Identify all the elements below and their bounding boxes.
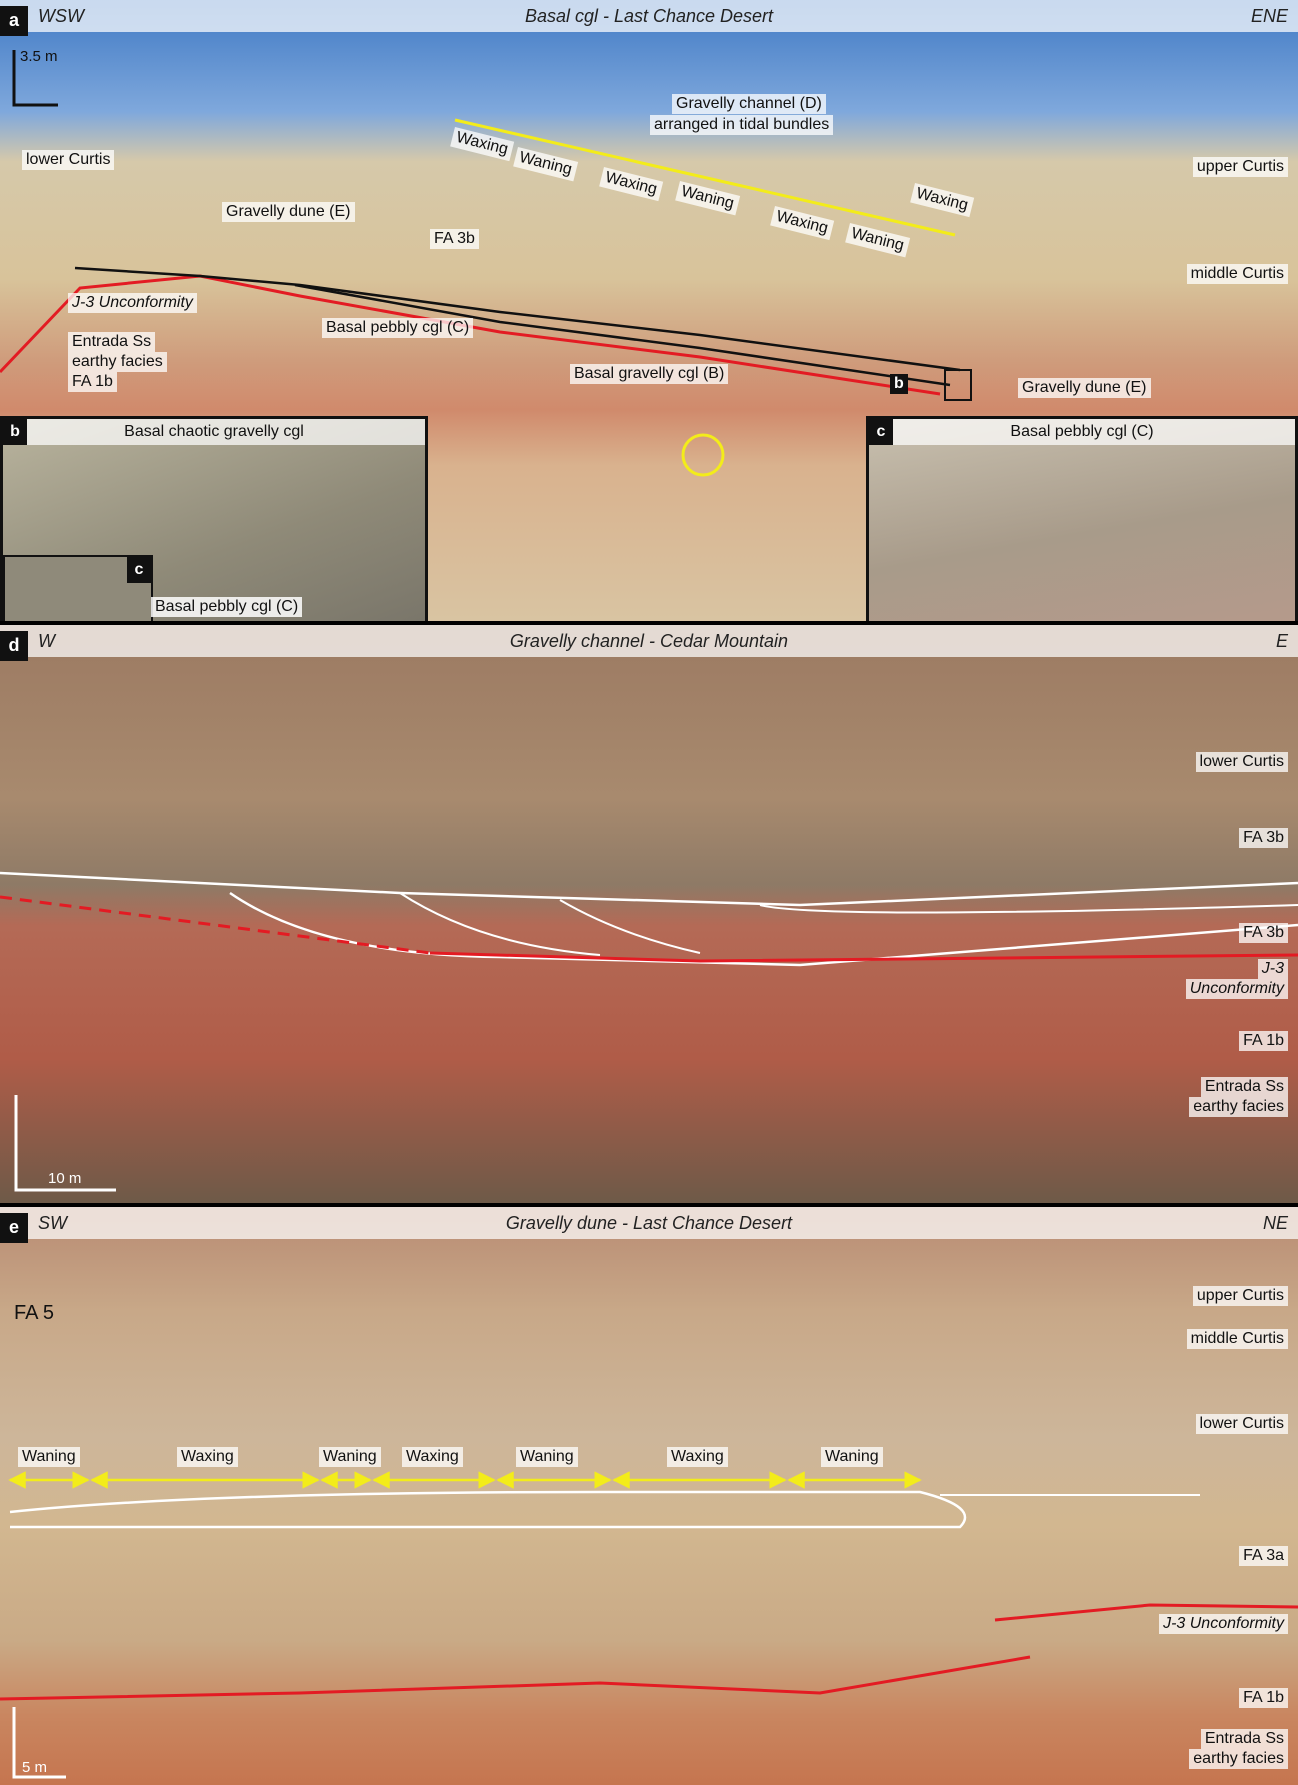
direction: ENE [1250,6,1288,26]
tidal-label: Waning [516,1447,578,1467]
inset-b: Basal chaotic gravelly cgl b c Basal peb… [0,416,428,621]
scale-label: 5 m [22,1759,48,1776]
panel-header: d W Gravelly channel - Cedar Mountain E [0,625,1298,661]
label: J-3 Unconformity [1159,1614,1288,1634]
direction: E [1275,631,1288,651]
label: upper Curtis [1192,157,1288,177]
label: Basal pebbly cgl (C) [322,318,474,338]
label: Basal gravelly cgl (B) [570,364,729,384]
label: FA 5 [14,1302,55,1324]
label: Unconformity [1185,979,1288,999]
panel-header: e SW Gravelly dune - Last Chance Desert … [0,1207,1298,1243]
panel-title: Gravelly dune - Last Chance Desert [505,1213,793,1233]
panel-letter: d [0,631,28,661]
label: Gravelly channel (D) [672,94,826,114]
label: earthy facies [68,352,167,372]
label: middle Curtis [1186,1329,1288,1349]
inset-letter: c [869,419,893,445]
label: Gravelly dune (E) [222,202,355,222]
label: earthy facies [1189,1097,1288,1117]
panel-letter: e [0,1213,28,1243]
direction: W [38,631,55,651]
label: Gravelly dune (E) [1018,378,1151,398]
tidal-label: Waxing [177,1447,238,1467]
label: Entrada Ss [68,332,156,352]
annotation-lines [0,1471,1298,1779]
label: FA 1b [1239,1031,1288,1051]
tidal-label: Waxing [667,1447,728,1467]
label: lower Curtis [1195,752,1288,772]
annotation-lines [0,50,972,477]
panel-letter: a [0,6,28,36]
label: FA 3a [1239,1546,1288,1566]
label: upper Curtis [1192,1286,1288,1306]
scale-label: 10 m [48,1170,82,1187]
sub-inset: c [3,555,153,621]
inset-title: Basal pebbly cgl (C) [869,419,1295,445]
direction: NE [1262,1213,1288,1233]
label: J-3 Unconformity [68,293,197,313]
label: lower Curtis [1195,1414,1288,1434]
tidal-label: Waning [18,1447,80,1467]
label: Entrada Ss [1200,1729,1288,1749]
label: J-3 [1257,959,1288,979]
tidal-label: Waning [319,1447,381,1467]
label: Entrada Ss [1200,1077,1288,1097]
inset-c: Basal pebbly cgl (C) c [866,416,1298,621]
label: FA 1b [68,372,117,392]
panel-header: a WSW Basal cgl - Last Chance Desert ENE [0,0,1298,36]
annotation-lines [0,871,1298,1192]
label: lower Curtis [22,150,115,170]
label: Basal pebbly cgl (C) [151,597,303,617]
label: FA 3b [1239,923,1288,943]
panel-d: d W Gravelly channel - Cedar Mountain E … [0,625,1298,1203]
label: FA 1b [1239,1688,1288,1708]
label: FA 3b [430,229,479,249]
panel-title: Basal cgl - Last Chance Desert [524,6,774,26]
label: earthy facies [1189,1749,1288,1769]
panel-title: Gravelly channel - Cedar Mountain [509,631,789,651]
label: FA 3b [1239,828,1288,848]
direction: SW [38,1213,67,1233]
inset-letter: b [3,419,27,445]
scale-label: 3.5 m [20,48,58,65]
tidal-label: Waxing [402,1447,463,1467]
direction: WSW [38,6,84,26]
panel-e: e SW Gravelly dune - Last Chance Desert … [0,1207,1298,1785]
inset-title: Basal chaotic gravelly cgl [3,419,425,445]
label: arranged in tidal bundles [650,115,834,135]
panel-a: a WSW Basal cgl - Last Chance Desert ENE… [0,0,1298,621]
inset-letter: c [127,557,151,583]
label: b [890,374,908,394]
label: middle Curtis [1186,264,1288,284]
tidal-label: Waning [821,1447,883,1467]
